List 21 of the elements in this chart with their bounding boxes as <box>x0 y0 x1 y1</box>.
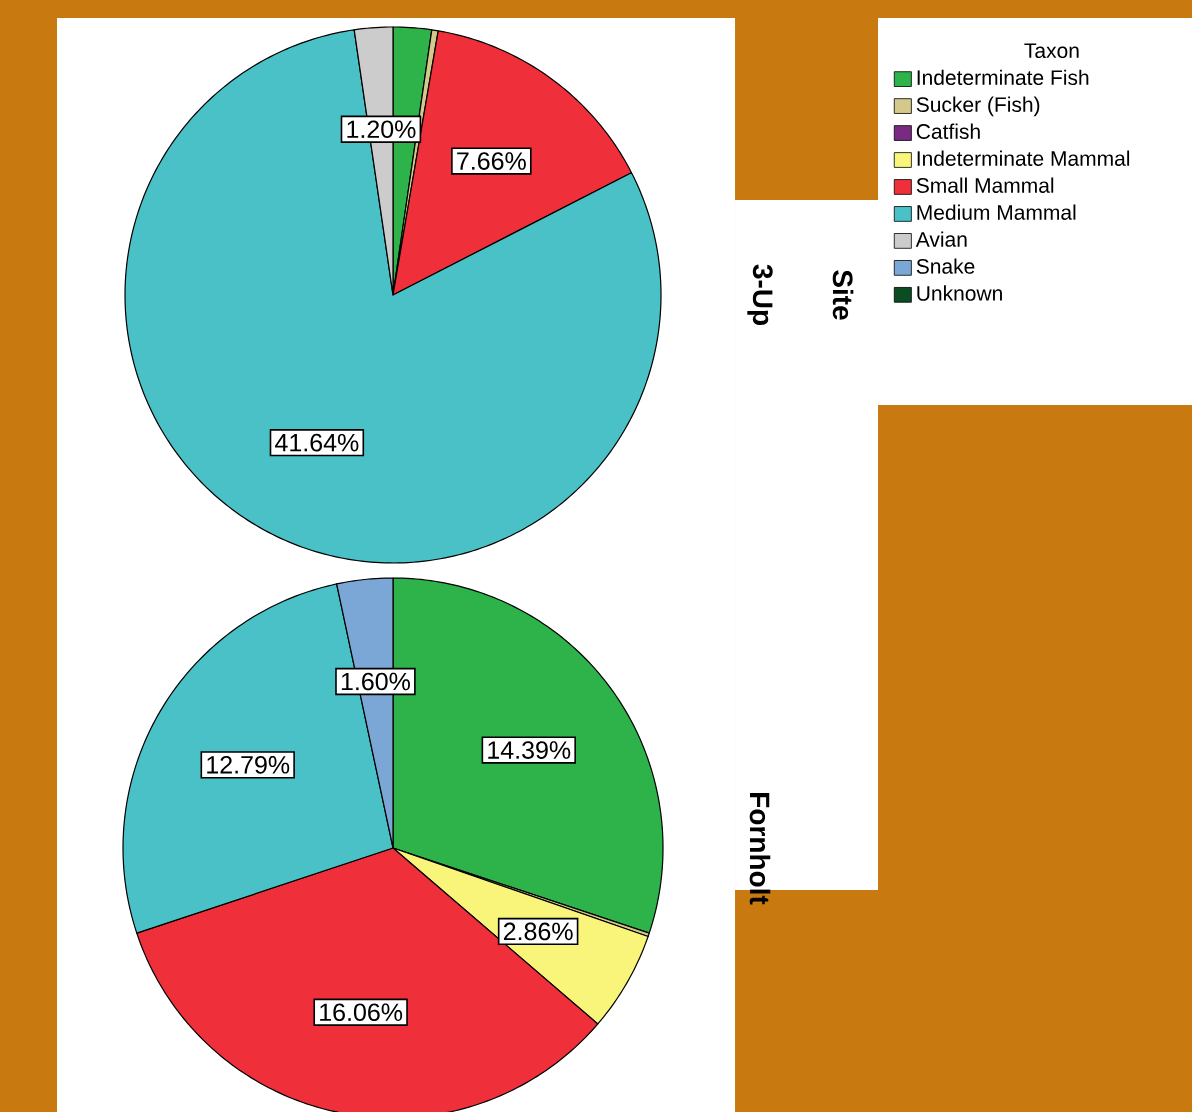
data-label: 7.66% <box>457 152 526 170</box>
legend-label: Small Mammal <box>916 177 1054 193</box>
legend-label: Catfish <box>916 123 980 139</box>
data-label: 16.06% <box>320 1003 403 1022</box>
legend-label: Avian <box>915 231 967 247</box>
text: 3-Up <box>747 264 773 325</box>
text: Fornholt <box>749 793 771 905</box>
data-label: 1.20% <box>347 120 416 139</box>
text: Site <box>832 270 854 320</box>
legend-label: Sucker (Fish) <box>916 96 1040 117</box>
legend-label: Indeterminate Mammal <box>917 150 1130 166</box>
data-label: 41.64% <box>275 433 359 452</box>
legend-title: Taxon <box>1024 43 1079 59</box>
data-label: 14.39% <box>488 741 571 759</box>
legend-label: Unknown <box>917 285 1002 301</box>
legend-label: Snake <box>916 258 975 274</box>
data-label: 12.79% <box>207 756 290 774</box>
legend-label: Indeterminate Fish <box>917 69 1089 86</box>
data-label: 1.60% <box>341 672 410 691</box>
data-label: 2.86% <box>503 922 573 941</box>
legend-label: Medium Mammal <box>917 204 1076 220</box>
